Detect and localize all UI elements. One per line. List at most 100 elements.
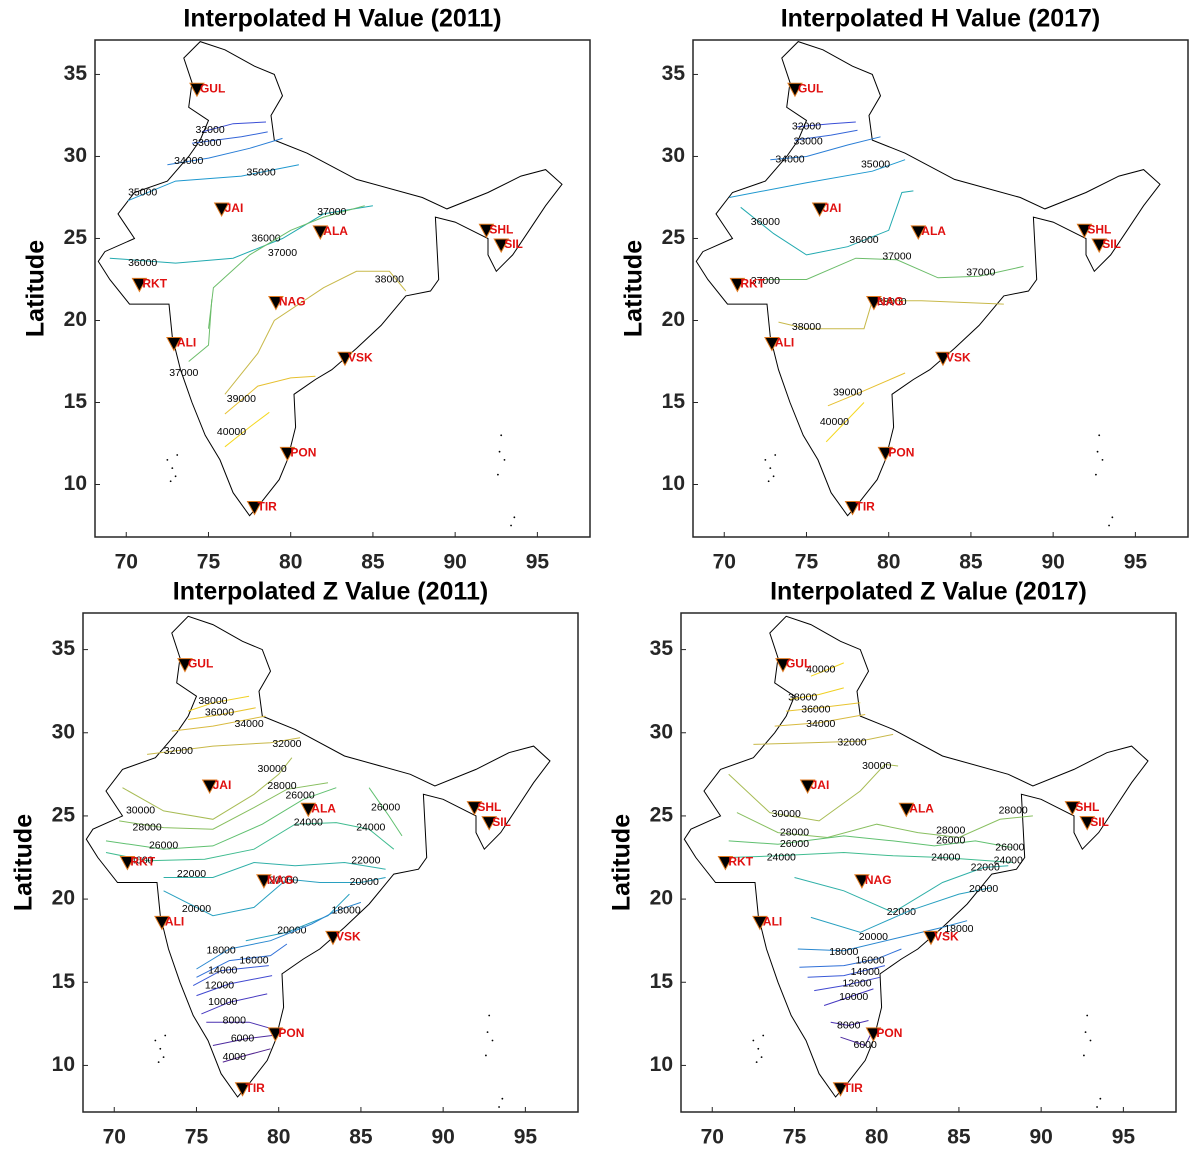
y-tick-label: 35 <box>64 62 88 85</box>
contour-label: 6000 <box>231 1033 255 1045</box>
contour-line <box>127 164 299 202</box>
contour-label: 10000 <box>839 991 868 1003</box>
contour-label: 32000 <box>196 124 225 136</box>
station-label: VSK <box>348 350 373 364</box>
station-label: GUL <box>188 657 213 671</box>
island <box>762 1034 765 1037</box>
contour-label: 38000 <box>198 695 227 707</box>
island <box>1096 450 1099 453</box>
x-tick-label: 90 <box>431 1126 454 1149</box>
contour-label: 35000 <box>128 186 157 198</box>
station-marker <box>246 500 263 516</box>
station-label: SHL <box>489 222 513 236</box>
contour-line <box>171 715 266 732</box>
contour-label: 6000 <box>854 1039 878 1051</box>
contour-line <box>807 965 886 978</box>
contour-line <box>740 190 914 256</box>
contour-label: 12000 <box>205 979 234 991</box>
station-label: SHL <box>1075 800 1099 814</box>
contour-label: 37000 <box>169 367 198 379</box>
contour-line <box>196 943 288 978</box>
island <box>767 480 770 483</box>
x-tick-label: 75 <box>185 1126 209 1149</box>
panel-title: Interpolated H Value (2011) <box>183 5 501 33</box>
contour-line <box>770 136 881 161</box>
contour-label: 36000 <box>251 232 280 244</box>
contour-label: 40000 <box>806 663 835 675</box>
contour-label: 8000 <box>837 1019 861 1031</box>
y-tick-label: 35 <box>52 637 76 660</box>
station-marker <box>131 277 148 293</box>
contour-line <box>147 737 301 755</box>
island <box>498 450 501 453</box>
contour-label: 36000 <box>801 703 830 715</box>
station-label: ALA <box>323 224 348 238</box>
contour-label: 24000 <box>294 816 323 828</box>
contour-label: 30000 <box>258 763 287 775</box>
y-axis-label: Latitude <box>22 240 50 337</box>
contour-line <box>729 159 906 198</box>
plot-area <box>692 39 1189 538</box>
contour-label: 28000 <box>780 826 809 838</box>
island <box>488 1014 491 1017</box>
contour-label: 22000 <box>971 861 1000 873</box>
contour-line <box>753 733 894 745</box>
station-marker <box>811 202 828 218</box>
contour-line <box>163 877 386 917</box>
station-marker <box>213 202 230 218</box>
contour-label: 24000 <box>994 855 1023 867</box>
contour-label: 18000 <box>829 946 858 958</box>
contour-label: 32000 <box>164 745 193 757</box>
island <box>755 1061 758 1063</box>
contour-line <box>794 129 858 141</box>
contour-line <box>196 975 273 997</box>
y-tick-label: 10 <box>650 1053 673 1076</box>
contour-label: 38000 <box>788 692 817 704</box>
contour-label: 38000 <box>792 321 821 333</box>
contour-line <box>778 300 1004 330</box>
island <box>491 1039 494 1042</box>
map-panel: Interpolated Z Value (2011) Latitude 70 75 8… <box>10 578 579 1149</box>
contour-label: 8000 <box>223 1014 247 1026</box>
plot-area <box>82 612 579 1113</box>
contour-label: 10000 <box>208 996 237 1008</box>
contour-line <box>208 205 365 329</box>
y-tick-label: 20 <box>64 308 87 331</box>
station-marker <box>312 225 329 240</box>
island <box>769 467 772 470</box>
station-label: PON <box>278 1026 304 1040</box>
island <box>500 434 503 437</box>
contour-line <box>827 372 906 407</box>
contour-line <box>728 763 899 822</box>
station-label: PON <box>290 446 316 460</box>
station-label: RKT <box>142 277 167 291</box>
contour-label: 37000 <box>966 267 995 279</box>
island <box>162 1056 165 1059</box>
contour-label: 22000 <box>177 868 206 880</box>
station-marker <box>493 238 510 254</box>
contour-line <box>188 707 256 720</box>
station-marker <box>923 930 939 946</box>
x-tick-label: 70 <box>115 551 138 574</box>
island <box>1099 1097 1102 1100</box>
contour-line <box>109 205 373 264</box>
contour-line <box>188 695 250 712</box>
contour-label: 34000 <box>174 155 203 167</box>
contour-label: 12000 <box>842 978 871 990</box>
contour-label: 33000 <box>794 135 823 147</box>
station-label: TIR <box>856 500 876 514</box>
station-label: JAI <box>823 201 842 215</box>
island <box>166 459 169 461</box>
contour-label: 26000 <box>936 835 965 847</box>
x-tick-label: 95 <box>1124 551 1148 574</box>
x-tick-label: 80 <box>279 551 302 574</box>
contour-line <box>797 920 968 952</box>
station-marker <box>234 1082 251 1097</box>
station-label: TIR <box>246 1081 266 1095</box>
country-outline <box>85 615 551 1098</box>
island <box>497 473 499 476</box>
contour-label: 36000 <box>751 216 780 228</box>
contour-label: 32000 <box>792 121 821 133</box>
station-label: SIL <box>504 237 523 251</box>
contour-label: 38000 <box>375 273 404 285</box>
